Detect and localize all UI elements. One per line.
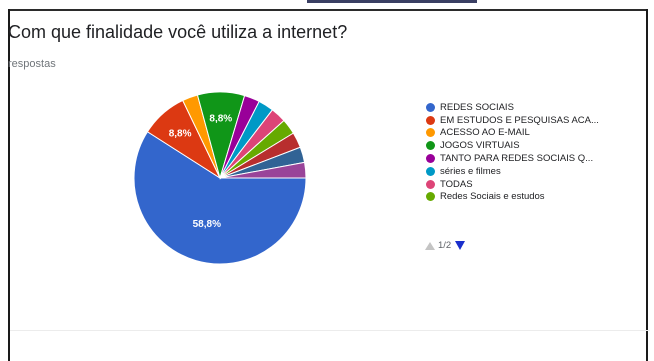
- legend-next-icon[interactable]: [455, 241, 466, 250]
- legend-label: TODAS: [440, 178, 473, 190]
- legend-label: JOGOS VIRTUAIS: [440, 140, 520, 152]
- card-divider: [10, 330, 650, 331]
- legend-item: EM ESTUDOS E PESQUISAS ACA...: [426, 114, 599, 127]
- legend-label: Redes Sociais e estudos: [440, 191, 545, 203]
- legend-swatch: [426, 115, 435, 125]
- legend-label: séries e filmes: [440, 165, 501, 177]
- legend-swatch: [426, 179, 435, 189]
- legend-swatch: [426, 141, 435, 151]
- window-top-bar: [0, 0, 654, 8]
- legend-swatch: [426, 128, 435, 138]
- legend-item: REDES SOCIAIS: [426, 101, 599, 114]
- legend-label: EM ESTUDOS E PESQUISAS ACA...: [440, 114, 599, 126]
- top-accent-bar: [307, 0, 477, 3]
- legend-label: TANTO PARA REDES SOCIAIS Q...: [440, 153, 594, 165]
- pie-slice-label: 58,8%: [193, 219, 221, 230]
- legend-item: TANTO PARA REDES SOCIAIS Q...: [426, 152, 599, 165]
- legend-swatch: [426, 192, 435, 202]
- legend-label: ACESSO AO E-MAIL: [440, 127, 530, 139]
- legend-item: TODAS: [426, 178, 599, 191]
- response-count: respostas: [8, 58, 56, 70]
- legend-swatch: [426, 154, 435, 164]
- legend-prev-icon[interactable]: [425, 241, 435, 250]
- pie-slice-label: 8,8%: [169, 129, 192, 140]
- legend-item: Redes Sociais e estudos: [426, 191, 599, 204]
- pie-slice-label: 8,8%: [209, 113, 232, 124]
- card-top-border: [10, 9, 646, 11]
- chart-legend: REDES SOCIAIS EM ESTUDOS E PESQUISAS ACA.…: [426, 101, 599, 203]
- legend-label: REDES SOCIAIS: [440, 101, 514, 113]
- question-title: Com que finalidade você utiliza a intern…: [8, 22, 348, 42]
- legend-pager: 1/2: [425, 240, 466, 251]
- legend-item: séries e filmes: [426, 165, 599, 178]
- legend-page-indicator: 1/2: [438, 240, 452, 251]
- legend-swatch: [426, 166, 435, 176]
- question-card: [8, 9, 648, 361]
- legend-item: ACESSO AO E-MAIL: [426, 127, 599, 140]
- pie-slice: [133, 131, 307, 265]
- legend-item: JOGOS VIRTUAIS: [426, 139, 599, 152]
- pie-slice: [219, 161, 307, 179]
- legend-swatch: [426, 102, 435, 112]
